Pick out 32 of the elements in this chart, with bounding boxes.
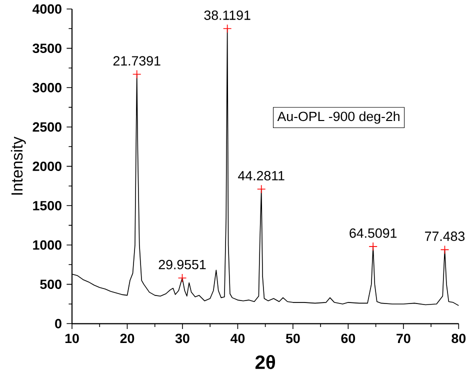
y-axis-title: Intensity <box>10 136 26 195</box>
annotation: 38.1191 <box>204 10 250 20</box>
annotation: 29.9551 <box>158 260 206 270</box>
point <box>440 245 450 254</box>
point <box>178 274 187 282</box>
annotation: Au-OPL -900 deg-2h <box>277 111 400 124</box>
point <box>368 242 378 251</box>
x-tick-label: 20 <box>120 334 134 344</box>
y-tick-label: 1000 <box>33 240 62 250</box>
x-tick-label: 70 <box>396 334 410 344</box>
annotation: 21.7391 <box>113 56 160 66</box>
annotation: 64.5091 <box>350 228 397 238</box>
y-tick-label: 0 <box>55 318 62 328</box>
point <box>256 184 266 194</box>
y-tick-label: 2000 <box>32 162 62 172</box>
annotation: 77.483 <box>425 232 465 241</box>
x-tick-label: 50 <box>286 334 300 344</box>
y-tick-label: 500 <box>40 280 62 290</box>
x-tick-label: 80 <box>452 334 466 344</box>
annotation: 44.2811 <box>238 170 284 180</box>
point <box>222 24 232 34</box>
x-axis-title: 2θ <box>255 354 276 370</box>
point <box>132 70 142 79</box>
x-tick-label: 40 <box>230 334 245 344</box>
y-tick-label: 4000 <box>32 4 62 14</box>
x-tick-label: 10 <box>65 334 79 344</box>
y-tick-label: 1500 <box>33 200 62 210</box>
y-tick-label: 2500 <box>32 122 62 132</box>
x-tick-label: 60 <box>341 334 356 344</box>
x-tick-label: 30 <box>175 334 190 344</box>
y-tick-label: 3000 <box>32 82 62 92</box>
y-tick-label: 3500 <box>32 44 62 54</box>
